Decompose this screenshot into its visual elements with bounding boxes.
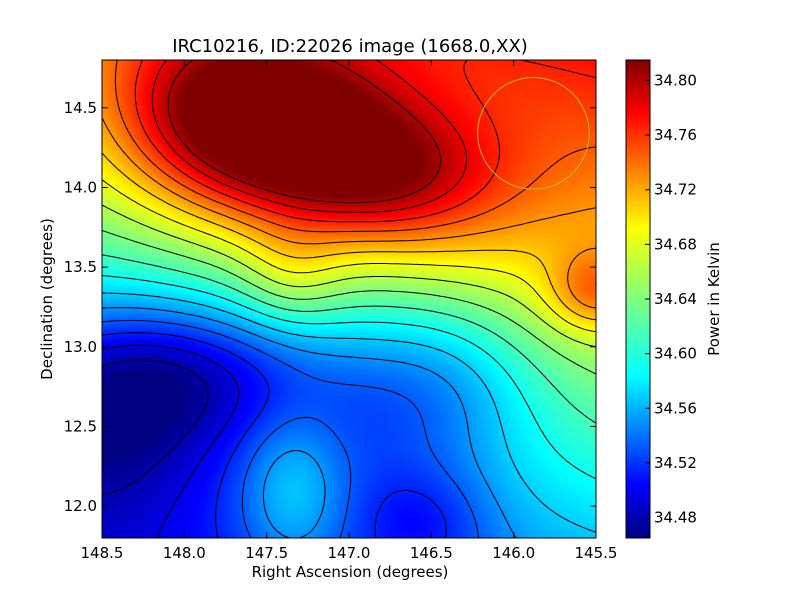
contour-line: [114, 60, 596, 285]
x-axis: 148.5 148.0 147.5 147.0 146.5 146.0 145.5: [81, 60, 618, 562]
x-tick-label: 147.0: [328, 544, 371, 562]
contour-line: [102, 292, 596, 533]
y-tick-label: 14.5: [64, 99, 97, 117]
x-tick-label: 145.5: [575, 544, 618, 562]
contour-line: [134, 60, 596, 223]
colorbar-label: Power in Kelvin: [705, 242, 723, 356]
colorbar-tick-label: 34.56: [654, 399, 697, 417]
x-tick-label: 146.5: [410, 544, 453, 562]
colorbar-ticks: 34.48 34.52 34.56 34.60 34.64 34.68 34.72 34.76…: [645, 71, 697, 527]
contour-line: [102, 275, 596, 480]
contour-line: [102, 332, 447, 538]
y-axis-label: Declination (degrees): [38, 218, 56, 380]
x-tick-label: 146.0: [492, 544, 535, 562]
contour-line: [102, 254, 596, 424]
colorbar-tick-label: 34.52: [654, 454, 697, 472]
y-tick-label: 13.5: [64, 258, 97, 276]
x-tick-label: 148.5: [81, 544, 124, 562]
y-tick-label: 12.5: [64, 417, 97, 435]
contour-line: [102, 344, 240, 538]
x-axis-label: Right Ascension (degrees): [252, 563, 449, 581]
contour-line: [102, 117, 596, 309]
y-tick-label: 13.0: [64, 338, 97, 356]
y-tick-label: 12.0: [64, 497, 97, 515]
contour-lines: [102, 60, 596, 538]
beam-circle: [477, 76, 590, 190]
colorbar-tick-label: 34.48: [654, 509, 697, 527]
colorbar-tick-label: 34.68: [654, 235, 697, 253]
chart-title: IRC10216, ID:22026 image (1668.0,XX): [172, 36, 528, 57]
contour-line: [151, 60, 468, 213]
y-tick-label: 14.0: [64, 178, 97, 196]
colorbar-tick-label: 34.72: [654, 181, 697, 199]
contour-line: [102, 307, 517, 538]
contour-line: [102, 319, 480, 538]
contour-line: [102, 359, 209, 496]
x-tick-label: 148.0: [163, 544, 206, 562]
contour-line: [167, 60, 442, 204]
colorbar-tick-label: 34.64: [654, 290, 697, 308]
x-tick-label: 147.5: [245, 544, 288, 562]
contour-line: [102, 229, 596, 375]
colorbar-tick-label: 34.60: [654, 345, 697, 363]
y-axis: 12.0 12.5 13.0 13.5 14.0 14.5: [64, 99, 596, 515]
colorbar-tick-label: 34.80: [654, 71, 697, 89]
contour-line: [102, 179, 596, 333]
heatmap-field: [102, 60, 596, 538]
colorbar-tick-label: 34.76: [654, 126, 697, 144]
contour-line: [102, 204, 596, 348]
contour-line: [102, 152, 596, 321]
